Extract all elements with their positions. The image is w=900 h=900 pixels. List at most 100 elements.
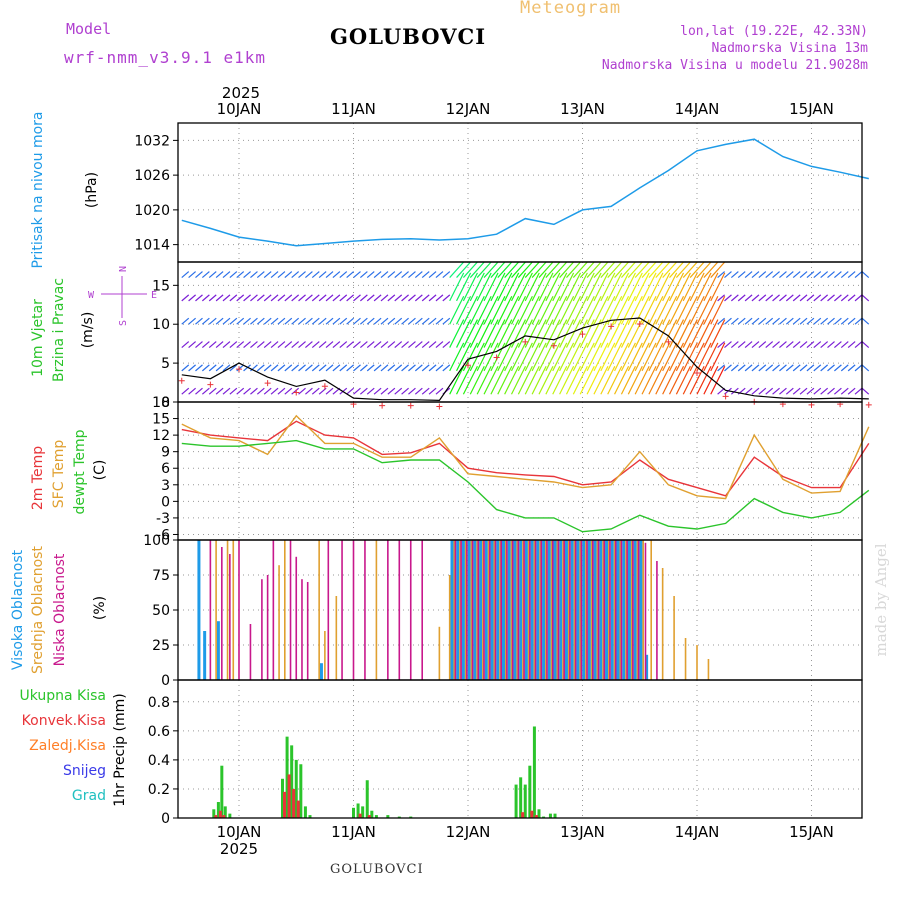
wind-barb — [531, 261, 547, 278]
wind-barb — [201, 364, 210, 372]
cloud-high-bar — [319, 663, 323, 680]
wind-barb — [765, 317, 774, 325]
wind-barb — [201, 271, 210, 279]
wind-barb — [359, 294, 368, 302]
wind-barb — [682, 342, 698, 372]
wind-barb — [208, 387, 217, 395]
cloud-low-bar — [534, 540, 537, 680]
wind-barb — [456, 261, 471, 278]
wind-barb — [751, 294, 760, 302]
cloud-high-bar — [542, 540, 546, 680]
wind-barb — [236, 317, 245, 325]
wind-barb — [772, 294, 780, 302]
wind-barb — [201, 387, 210, 395]
wind-barb — [813, 271, 822, 279]
wind-barb — [504, 261, 520, 278]
wind-barb — [552, 295, 568, 325]
wind-barb — [648, 272, 664, 302]
wind-barb — [250, 294, 258, 302]
wind-barb — [565, 295, 582, 325]
wind-barb — [552, 319, 568, 348]
y-tick-label: 1032 — [134, 133, 170, 149]
wind-barb — [634, 261, 650, 278]
wind-barb — [545, 272, 561, 302]
wind-barb — [751, 364, 760, 372]
wind-barb — [827, 294, 835, 302]
wind-barb — [359, 387, 368, 395]
precip-conv-bar — [292, 788, 296, 818]
wind-barb — [428, 387, 437, 395]
wind-barb — [779, 364, 787, 372]
wind-barb — [421, 317, 430, 325]
wind-barb — [408, 387, 416, 395]
cloud-mid-bar — [453, 540, 456, 680]
wind-barb — [834, 364, 842, 372]
wind-barb — [490, 365, 506, 395]
wind-barb — [689, 342, 705, 372]
wind-barb — [607, 342, 623, 372]
wind-barb — [380, 341, 389, 349]
wind-barb — [696, 295, 712, 325]
cloud-low-bar — [289, 540, 292, 680]
cloud-mid-bar — [533, 540, 536, 680]
wind-barb — [772, 364, 780, 372]
wind-barb — [813, 317, 822, 325]
cloud-mid-bar — [482, 540, 484, 680]
wind-barb — [579, 319, 595, 348]
wind-barb — [490, 295, 506, 325]
wind-barb — [827, 387, 835, 395]
wind-barb — [201, 317, 210, 325]
wind-gust-marker — [293, 389, 300, 396]
wind-barb — [662, 295, 678, 325]
y-tick-label: 50 — [152, 603, 170, 619]
wind-barb — [291, 271, 300, 279]
wind-barb — [284, 364, 293, 372]
wind-barb — [510, 365, 527, 395]
wind-barb — [792, 364, 801, 372]
wind-barb — [449, 295, 465, 325]
wind-barb — [380, 317, 389, 325]
wind-barb — [545, 319, 561, 348]
wind-barb — [373, 341, 382, 349]
wind-gust-marker — [436, 403, 443, 410]
wind-barb — [813, 364, 822, 372]
wind-barb — [579, 365, 595, 395]
y-tick-label: -6 — [156, 527, 170, 543]
wind-barb — [668, 272, 685, 302]
wind-barb — [792, 387, 801, 395]
wind-barb — [827, 271, 835, 279]
precip-total-bar — [514, 784, 518, 818]
wind-barb — [559, 365, 575, 395]
cloud-low-bar — [409, 540, 412, 680]
wind-barb — [834, 271, 842, 279]
cloud-mid-bar — [602, 540, 604, 680]
y-tick-label: 1026 — [134, 168, 170, 184]
wind-barb — [744, 317, 753, 325]
cloud-high-bar — [484, 540, 488, 680]
wind-barb — [243, 271, 251, 279]
wind-barb — [772, 271, 780, 279]
wind-barb — [840, 317, 849, 325]
wind-barb — [813, 341, 822, 349]
y-tick-label: 3 — [161, 478, 170, 494]
wind-barb — [600, 261, 616, 278]
wind-barb — [655, 319, 671, 348]
model-name: wrf-nmm_v3.9.1 e1km — [64, 48, 267, 67]
wind-barb — [799, 317, 808, 325]
cloud-low-bar — [471, 540, 474, 680]
wind-barb — [462, 261, 478, 278]
cloud-mid-bar — [630, 540, 633, 680]
wind-barb — [311, 294, 320, 302]
wind-barb — [421, 294, 430, 302]
wind-barb — [675, 295, 691, 325]
pressure-title: Pritisak na nivou mora — [30, 111, 46, 268]
wind-barb — [298, 341, 306, 349]
wind-barb — [792, 271, 801, 279]
wind-barb — [779, 317, 787, 325]
wind-barb — [737, 271, 746, 279]
wind-barb — [655, 261, 671, 278]
cloud-mid-bar — [522, 540, 524, 680]
wind-barb — [614, 272, 630, 302]
wind-barb — [662, 272, 678, 302]
wind-barb — [779, 294, 787, 302]
